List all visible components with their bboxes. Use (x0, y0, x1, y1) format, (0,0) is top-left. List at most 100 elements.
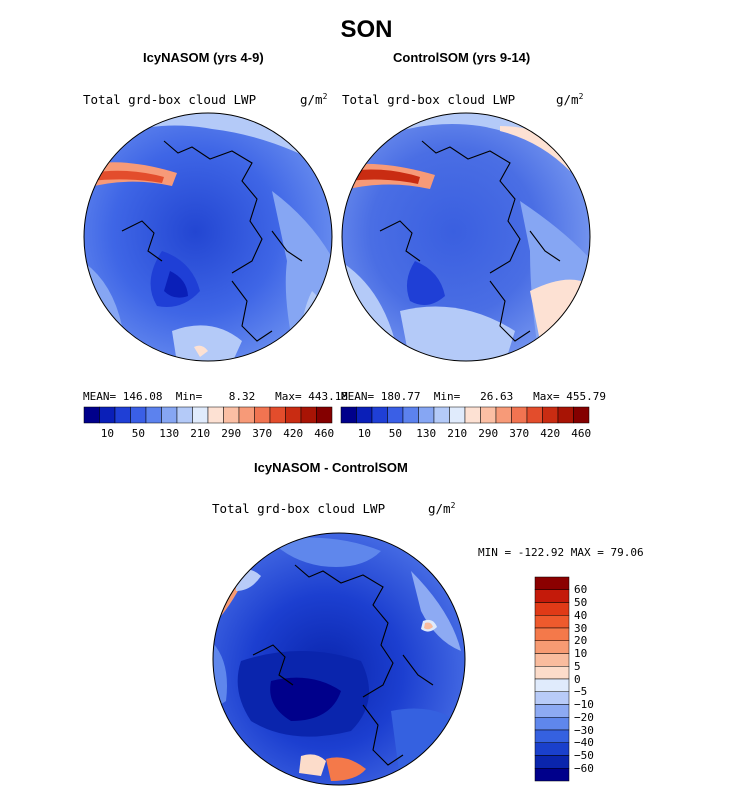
colorbar-controlsom-swatch (418, 406, 435, 424)
colorbar-difference-tick-label: −30 (574, 723, 594, 737)
colorbar-icynasom-swatch (207, 406, 224, 424)
colorbar-controlsom-swatch (573, 406, 590, 424)
panel-title-controlsom: ControlSOM (yrs 9-14) (393, 50, 531, 65)
colorbar-controlsom-tick-label: 420 (540, 427, 561, 440)
colorbar-difference-swatch (534, 717, 570, 731)
panel-title-icynasom: IcyNASOM (yrs 4-9) (143, 50, 264, 65)
dark-region-center (406, 261, 445, 305)
colorbar-difference-swatch (534, 589, 570, 603)
colorbar-icynasom-swatch (285, 406, 302, 424)
colorbar-controlsom-tick-label: 210 (447, 427, 468, 440)
colorbar-controlsom-swatch (464, 406, 481, 424)
polar-map-difference (212, 532, 466, 786)
colorbar-difference-tick-label: −40 (574, 736, 594, 750)
units-label-right: g/m2 (556, 92, 584, 108)
pale-region-south (400, 306, 515, 361)
units-label-diff: g/m2 (428, 501, 456, 517)
colorbar-icynasom-swatch (83, 406, 100, 424)
colorbar-icynasom-tick-label: 370 (252, 427, 273, 440)
stats-icynasom: MEAN= 146.08 Min= 8.32 Max= 443.18 (83, 390, 348, 403)
colorbar-difference-swatch (534, 742, 570, 756)
colorbar-icynasom-swatch (130, 406, 147, 424)
colorbar-controlsom-swatch (526, 406, 543, 424)
deep-core-center (164, 271, 188, 298)
warm-region-southeast (530, 279, 590, 346)
colorbar-difference-tick-label: 10 (574, 647, 588, 660)
colorbar-icynasom-swatch (269, 406, 286, 424)
warm-core-northwest (348, 169, 420, 184)
colorbar-controlsom-tick-label: 130 (416, 427, 437, 440)
coastlines (121, 140, 303, 342)
colorbar-difference-tick-label: 40 (574, 608, 588, 622)
colorbar-controlsom-swatch (356, 406, 373, 424)
colorbar-icynasom-swatch (192, 406, 209, 424)
colorbar-icynasom-swatch (238, 406, 255, 424)
colorbar-icynasom-swatch (99, 406, 116, 424)
colorbar-icynasom-tick-label: 10 (100, 427, 114, 440)
colorbar-controlsom-tick-label: 10 (357, 427, 371, 440)
colorbar-icynasom-swatch (316, 406, 333, 424)
colorbar-controlsom-swatch (495, 406, 512, 424)
colorbar-controlsom-tick-label: 290 (478, 427, 499, 440)
colorbar-difference-swatch (534, 627, 570, 641)
colorbar-difference-swatch (534, 729, 570, 743)
colorbar-difference-swatch (534, 678, 570, 692)
warm-core-northwest (90, 170, 164, 183)
units-label-left: g/m2 (300, 92, 328, 108)
warm-patch-east (424, 622, 433, 630)
light-region-northeast (411, 571, 461, 651)
colorbar-controlsom-tick-label: 460 (571, 427, 592, 440)
colorbar-difference-swatch (534, 704, 570, 718)
colorbar-difference-tick-label: 50 (574, 596, 588, 609)
colorbar-difference-tick-label: −20 (574, 710, 594, 724)
colorbar-controlsom-ticks: 10 50 130 210 290 370 420 460 (341, 427, 592, 441)
variable-label-diff: Total grd-box cloud LWP (212, 501, 386, 516)
colorbar-controlsom-swatch (387, 406, 404, 424)
colorbar-icynasom-ticks: 10 50 130 210 290 370 420 460 (84, 427, 335, 441)
colorbar-difference-tick-label: −60 (574, 761, 594, 775)
colorbar-icynasom-swatch (145, 406, 162, 424)
colorbar-difference-swatch (534, 691, 570, 705)
warm-patch-south (194, 345, 208, 357)
colorbar-controlsom (340, 406, 590, 424)
colorbar-difference-tick-label: 30 (574, 621, 588, 635)
pale-region-south (299, 754, 326, 776)
panel-title-difference: IcyNASOM - ControlSOM (254, 460, 408, 475)
colorbar-difference-tick-label: −50 (574, 749, 594, 762)
colorbar-icynasom-swatch (223, 406, 240, 424)
colorbar-controlsom-swatch (402, 406, 419, 424)
colorbar-difference-tick-label: −10 (574, 698, 594, 711)
colorbar-icynasom-tick-label: 460 (314, 427, 335, 440)
colorbar-difference-tick-label: 20 (574, 634, 588, 648)
colorbar-icynasom-tick-label: 210 (190, 427, 211, 440)
polar-map-icynasom (83, 112, 333, 362)
colorbar-difference-swatch (534, 602, 570, 616)
colorbar-icynasom-tick-label: 290 (221, 427, 242, 440)
deepest-region-center (270, 677, 341, 721)
colorbar-difference (534, 576, 570, 782)
colorbar-icynasom-tick-label: 420 (283, 427, 304, 440)
colorbar-controlsom-swatch (557, 406, 574, 424)
colorbar-difference-swatch (534, 615, 570, 629)
colorbar-difference-tick-label: −5 (574, 685, 588, 699)
colorbar-controlsom-swatch (542, 406, 559, 424)
stats-difference: MIN = -122.92 MAX = 79.06 (478, 546, 644, 559)
polar-map-controlsom (341, 112, 591, 362)
pale-region-south (172, 325, 242, 361)
colorbar-difference-swatch (534, 640, 570, 654)
warm-region-south (326, 757, 366, 781)
colorbar-controlsom-swatch (511, 406, 528, 424)
colorbar-icynasom-tick-label: 50 (131, 427, 145, 440)
colorbar-icynasom (83, 406, 333, 424)
coastlines (379, 140, 561, 342)
colorbar-icynasom-tick-label: 130 (159, 427, 180, 440)
colorbar-difference-swatch (534, 653, 570, 667)
colorbar-difference-swatch (534, 666, 570, 680)
colorbar-controlsom-tick-label: 370 (509, 427, 530, 440)
colorbar-difference-tick-label: 60 (574, 583, 588, 597)
colorbar-controlsom-swatch (480, 406, 497, 424)
variable-label-right: Total grd-box cloud LWP (342, 92, 516, 107)
colorbar-controlsom-swatch (449, 406, 466, 424)
colorbar-difference-swatch (534, 768, 570, 782)
colorbar-controlsom-tick-label: 50 (388, 427, 402, 440)
